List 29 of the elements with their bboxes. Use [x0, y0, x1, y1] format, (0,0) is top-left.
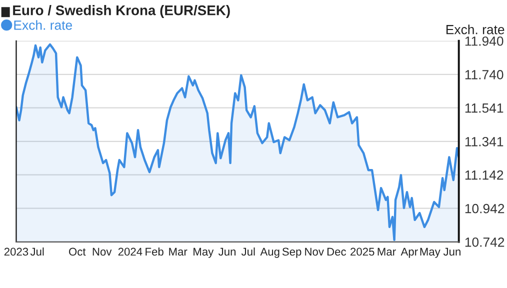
x-tick-label: Oct — [69, 248, 86, 256]
y-tick-label: 11.541 — [465, 104, 504, 113]
x-tick-label: 2025 — [350, 248, 374, 256]
x-tick-label: Jun — [443, 248, 460, 256]
x-tick-label: Feb — [146, 247, 164, 256]
x-tick-label: May — [420, 248, 440, 258]
y-tick-label: 11.940 — [465, 36, 504, 46]
x-tick-label: Jun — [218, 248, 236, 256]
y-tick-label: 10.942 — [465, 204, 504, 214]
x-tick-label: Sep — [282, 248, 302, 258]
x-tick-label: Jul — [241, 247, 255, 256]
chart-title: Euro / Swedish Krona (EUR/SEK) — [13, 5, 230, 18]
x-tick-label: 2024 — [118, 248, 142, 256]
y-tick-label: 11.142 — [465, 170, 504, 180]
x-tick-label: Aug — [260, 248, 280, 258]
y-tick-label: 11.740 — [465, 70, 504, 80]
x-tick-label: Nov — [305, 248, 324, 256]
x-tick-label: Mar — [169, 248, 188, 256]
x-tick-label: 2023 — [4, 248, 28, 256]
x-tick-label: May — [194, 248, 214, 258]
y-tick-label: 11.341 — [465, 136, 504, 146]
x-tick-label: Apr — [400, 248, 418, 258]
x-tick-label: Jul — [30, 247, 44, 256]
y-tick-label: 10.742 — [465, 237, 504, 247]
x-tick-label: Nov — [92, 248, 112, 256]
x-tick-label: Dec — [327, 248, 346, 256]
y-axis-title: Exch. rate — [446, 24, 504, 34]
x-tick-label: Mar — [378, 248, 396, 256]
legend-label: Exch. rate — [14, 20, 72, 30]
